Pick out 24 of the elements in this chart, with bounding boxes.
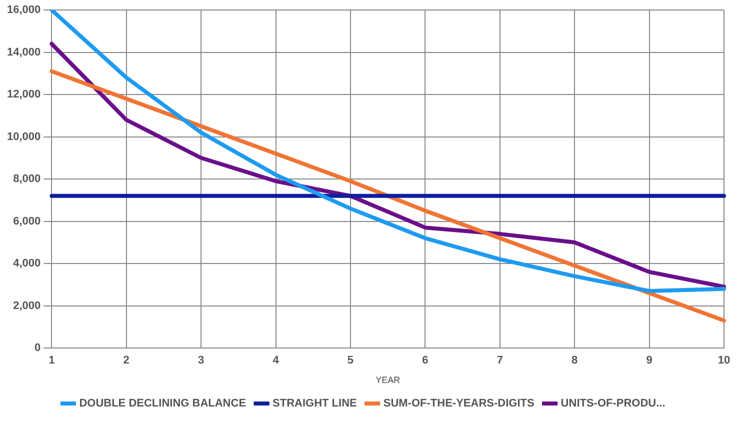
y-tick-label: 14,000 [6,46,41,58]
x-tick-label: 7 [496,354,503,367]
x-tick-label: 5 [347,354,354,367]
legend-label: SUM-OF-THE-YEARS-DIGITS [383,398,534,410]
x-tick-label: 4 [272,354,280,367]
y-tick-label: 16,000 [6,4,41,16]
legend-label: DOUBLE DECLINING BALANCE [79,398,246,410]
x-axis-title: YEAR [376,375,401,386]
x-tick-label: 10 [718,354,730,367]
x-tick-label: 1 [48,354,55,367]
x-tick-label: 8 [572,354,578,367]
x-tick-label: 6 [422,354,428,367]
y-tick-label: 0 [34,342,41,354]
x-tick-label: 9 [646,354,652,367]
legend-label: STRAIGHT LINE [272,398,357,410]
y-tick-label: 6,000 [13,215,41,228]
y-tick-label: 8,000 [13,173,41,186]
y-tick-label: 10,000 [6,130,41,143]
y-tick-label: 4,000 [13,258,41,270]
x-tick-label: 3 [198,354,204,367]
y-tick-label: 2,000 [13,300,41,312]
legend-label: UNITS-OF-PRODU... [560,398,666,410]
x-tick-label: 2 [123,354,130,367]
y-tick-label: 12,000 [6,88,41,101]
